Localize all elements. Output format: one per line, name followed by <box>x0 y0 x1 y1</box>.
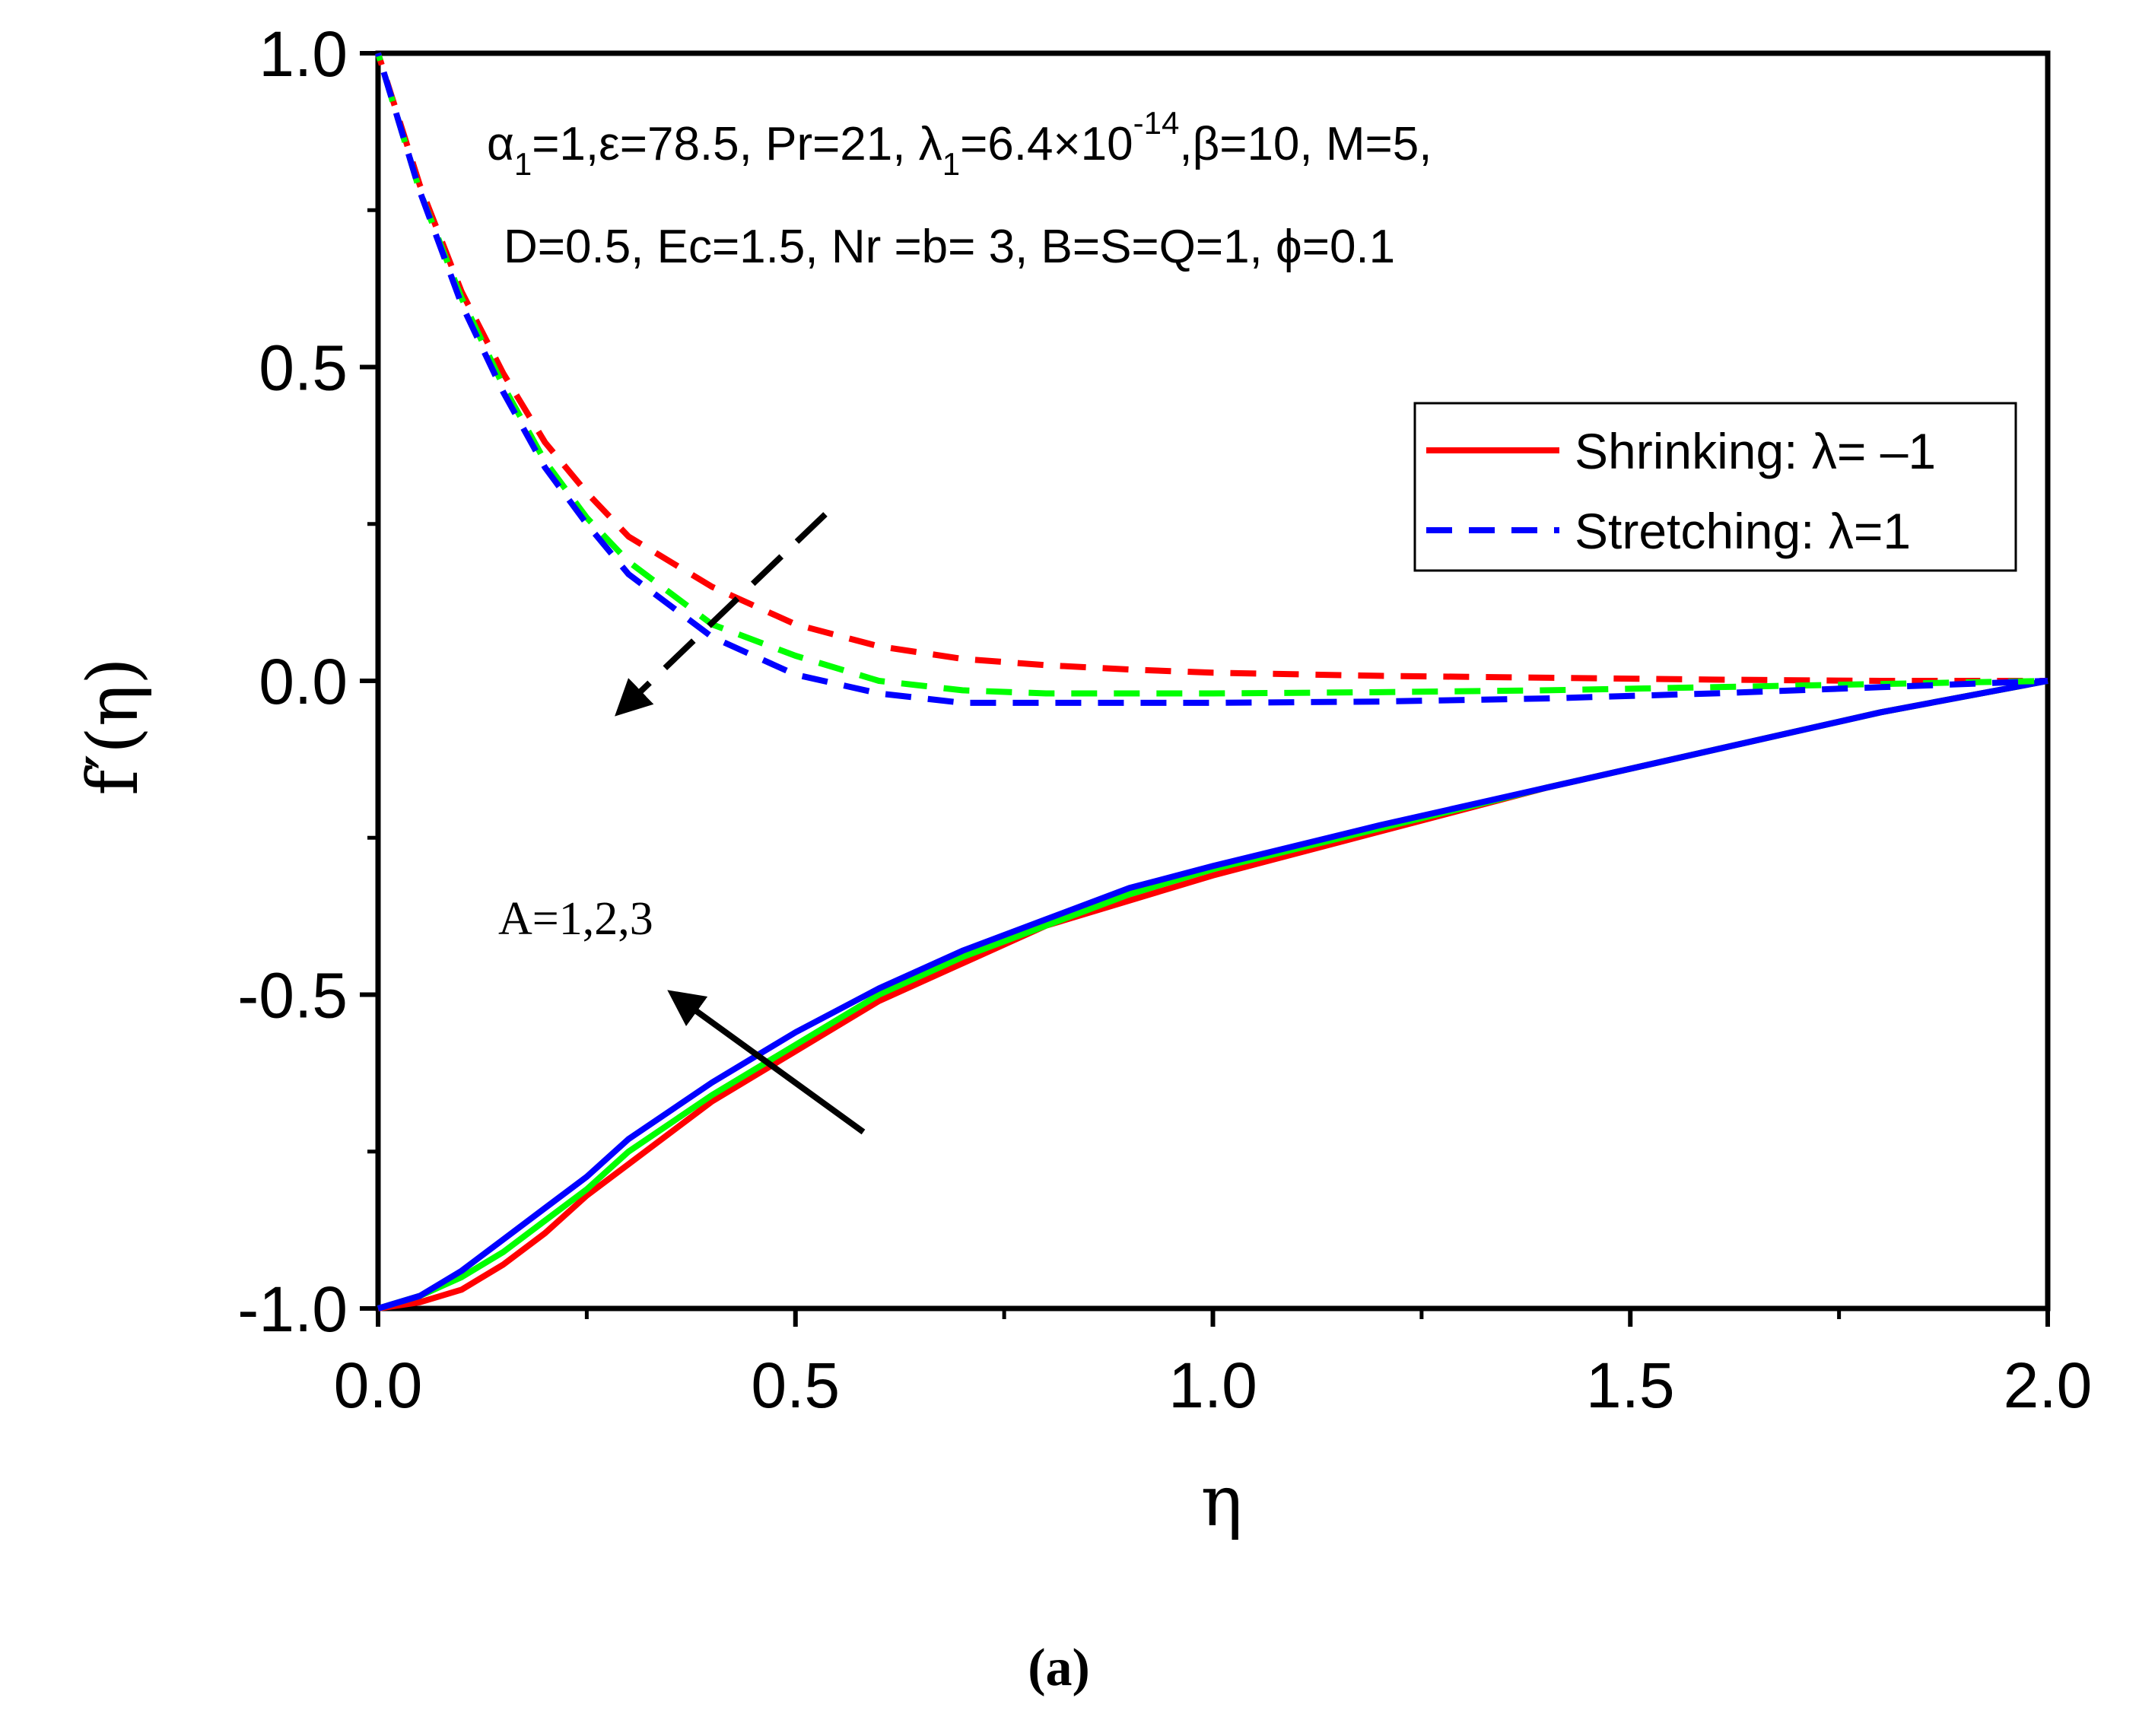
x-tick-label: 1.5 <box>1586 1350 1675 1421</box>
x-tick-label: 1.0 <box>1168 1350 1257 1421</box>
legend-box <box>1413 402 2017 572</box>
params-line-2: D=0.5, Ec=1.5, Nr =b= 3, B=S=Q=1, ϕ=0.1 <box>504 221 1395 273</box>
y-tick-label: 1.0 <box>259 18 348 90</box>
series-line-shrinking-a3 <box>377 678 2048 1312</box>
series-line-shrinking-a2 <box>377 678 2048 1312</box>
y-axis-title: f′(η) <box>72 657 154 796</box>
param-mid: =1,ε=78.5, Pr=21, λ <box>532 118 942 170</box>
series-layer <box>375 52 2048 1312</box>
series-label: A=1,2,3 <box>498 893 653 945</box>
series-line-stretching-a3 <box>375 52 2048 706</box>
legend-label-stretching: Stretching: λ=1 <box>1575 503 1911 559</box>
param-exponent: -14 <box>1133 105 1180 141</box>
stretching-trend-arrow <box>615 512 828 717</box>
param-alpha: α <box>487 118 514 170</box>
param-alpha-sub: 1 <box>514 146 532 182</box>
x-tick-label: 0.5 <box>751 1350 840 1421</box>
figure-caption: (a) <box>1028 1639 1090 1697</box>
legend: Shrinking: λ= –1 Stretching: λ=1 <box>1413 402 2017 572</box>
series-line-stretching-a1 <box>375 52 2048 684</box>
y-tick-label: -1.0 <box>237 1273 348 1345</box>
axis-ticks: 0.0 0.5 1.0 1.5 2.0 -1.0 -0.5 0.0 0.5 1.0 <box>237 18 2092 1421</box>
y-tick-label: -0.5 <box>237 960 348 1032</box>
param-mid2: =6.4×10 <box>960 118 1133 170</box>
y-tick-label: 0.0 <box>259 646 348 717</box>
series-line-shrinking-a1 <box>377 678 2048 1312</box>
x-axis-title: η <box>1200 1461 1242 1542</box>
series-line-stretching-a2 <box>375 52 2048 697</box>
param-end: ,β=10, M=5, <box>1179 118 1432 170</box>
param-lambda-sub: 1 <box>942 146 960 182</box>
x-tick-label: 0.0 <box>334 1350 423 1421</box>
legend-label-shrinking: Shrinking: λ= –1 <box>1575 423 1936 479</box>
shrinking-trend-arrow <box>667 990 866 1135</box>
params-line-1: α1=1,ε=78.5, Pr=21, λ1=6.4×10-14,β=10, M… <box>487 105 1432 182</box>
x-tick-label: 2.0 <box>2004 1350 2093 1421</box>
y-tick-label: 0.5 <box>259 332 348 404</box>
